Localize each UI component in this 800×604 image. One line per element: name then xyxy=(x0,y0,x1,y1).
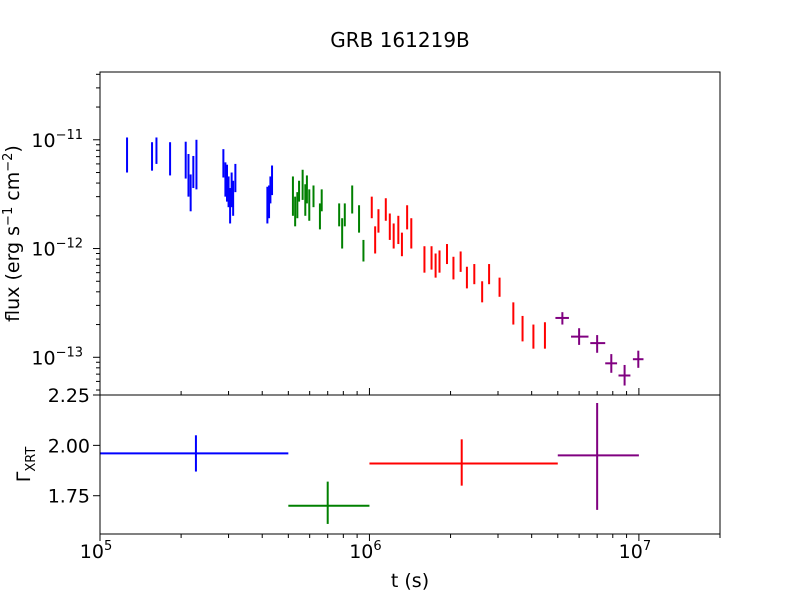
photon-index-panel-frame xyxy=(99,394,721,535)
flux-point xyxy=(632,350,644,368)
gamma-tick-label: 1.75 xyxy=(48,486,90,508)
flux-panel-marks xyxy=(126,137,644,386)
flux-tick-label: 10−11 xyxy=(31,128,83,152)
photon-index-point xyxy=(288,481,370,524)
flux-tick-label: 10−12 xyxy=(31,237,83,261)
axes: 105 106 107 t (s) 10−11 10−12 10−13 flux (erg s… xyxy=(1,71,721,592)
flux-axis-label: flux (erg s−1 cm−2) xyxy=(1,145,24,322)
photon-index-point xyxy=(557,403,639,510)
flux-panel-frame xyxy=(99,71,721,396)
x-tick-label: 106 xyxy=(349,539,381,563)
flux-point xyxy=(590,335,606,353)
gamma-tick-label: 2.00 xyxy=(48,435,90,457)
flux-point xyxy=(571,328,589,345)
flux-point xyxy=(605,354,618,373)
photon-index-point xyxy=(369,439,558,486)
photon-index-panel-marks xyxy=(100,403,639,524)
photon-index-point xyxy=(100,435,289,472)
gamma-tick-label: 2.25 xyxy=(48,385,90,407)
x-tick-label: 105 xyxy=(80,539,112,563)
x-axis-label: t (s) xyxy=(391,570,429,592)
x-tick-label: 107 xyxy=(619,539,651,563)
chart-title: GRB 161219B xyxy=(330,28,470,52)
flux-point xyxy=(618,364,631,386)
flux-point xyxy=(555,312,569,325)
gamma-axis-label: ΓXRT xyxy=(13,447,39,483)
flux-tick-label: 10−13 xyxy=(31,345,83,369)
